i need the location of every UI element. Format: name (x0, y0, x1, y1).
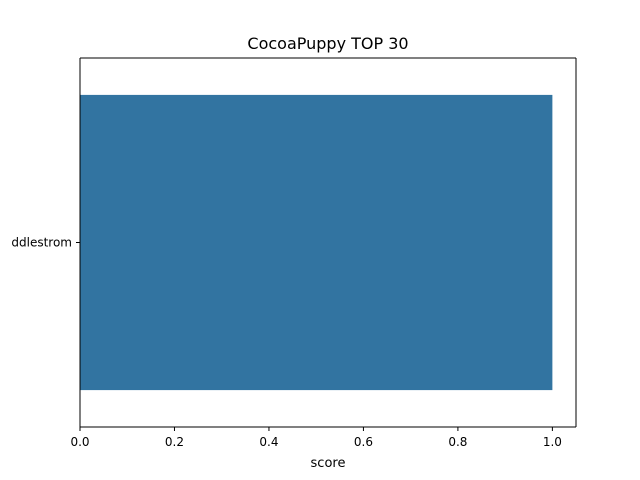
x-tick-label: 0.4 (259, 435, 278, 449)
x-axis: 0.0 0.2 0.4 0.6 0.8 1.0 (70, 427, 562, 449)
x-axis-label: score (311, 456, 346, 471)
x-tick-label: 0.2 (165, 435, 184, 449)
chart-title: CocoaPuppy TOP 30 (247, 34, 408, 53)
x-tick-label: 0.6 (354, 435, 373, 449)
x-tick-label: 0.8 (448, 435, 467, 449)
bar (80, 94, 553, 391)
x-tick-label: 0.0 (70, 435, 89, 449)
y-tick-label: ddlestrom (11, 236, 72, 250)
bars-layer (80, 94, 553, 391)
y-axis: ddlestrom (11, 236, 80, 250)
x-tick-label: 1.0 (543, 435, 562, 449)
